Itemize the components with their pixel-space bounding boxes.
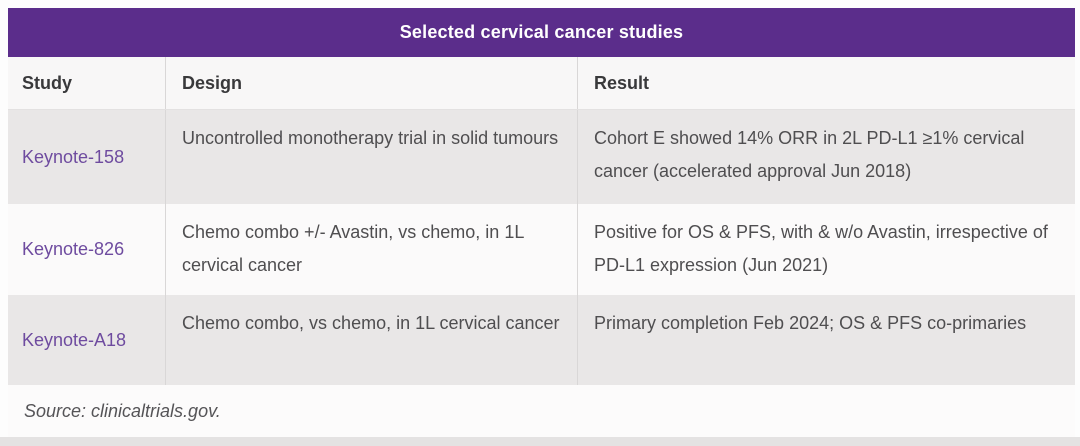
table-row: Keynote-158 Uncontrolled monotherapy tri… — [8, 110, 1075, 204]
column-header-row: Study Design Result — [8, 57, 1075, 110]
design-cell: Uncontrolled monotherapy trial in solid … — [165, 110, 577, 204]
table-row: Keynote-A18 Chemo combo, vs chemo, in 1L… — [8, 295, 1075, 385]
bottom-edge-strip — [0, 437, 1080, 446]
design-cell: Chemo combo, vs chemo, in 1L cervical ca… — [165, 295, 577, 385]
column-header-study: Study — [22, 72, 73, 93]
source-row: Source: clinicaltrials.gov. — [8, 385, 1075, 437]
table-row: Keynote-826 Chemo combo +/- Avastin, vs … — [8, 204, 1075, 295]
study-link-keynote-826[interactable]: Keynote-826 — [22, 239, 125, 259]
study-link-keynote-a18[interactable]: Keynote-A18 — [22, 329, 127, 350]
table-title-bar: Selected cervical cancer studies — [8, 8, 1075, 57]
study-cell: Keynote-158 — [8, 110, 165, 204]
study-cell: Keynote-826 — [8, 204, 165, 295]
study-link-keynote-158[interactable]: Keynote-158 — [22, 146, 125, 167]
source-note: Source: clinicaltrials.gov. — [24, 400, 221, 421]
column-header-result: Result — [577, 57, 1075, 109]
design-cell: Chemo combo +/- Avastin, vs chemo, in 1L… — [165, 204, 577, 295]
study-cell: Keynote-A18 — [8, 295, 165, 385]
result-cell: Positive for OS & PFS, with & w/o Avasti… — [577, 204, 1075, 295]
result-cell: Cohort E showed 14% ORR in 2L PD-L1 ≥1% … — [577, 110, 1075, 204]
column-header-design: Design — [165, 57, 577, 109]
table-title: Selected cervical cancer studies — [399, 22, 684, 42]
cervical-cancer-studies-table: Selected cervical cancer studies Study D… — [8, 8, 1075, 437]
result-cell: Primary completion Feb 2024; OS & PFS co… — [577, 295, 1075, 385]
